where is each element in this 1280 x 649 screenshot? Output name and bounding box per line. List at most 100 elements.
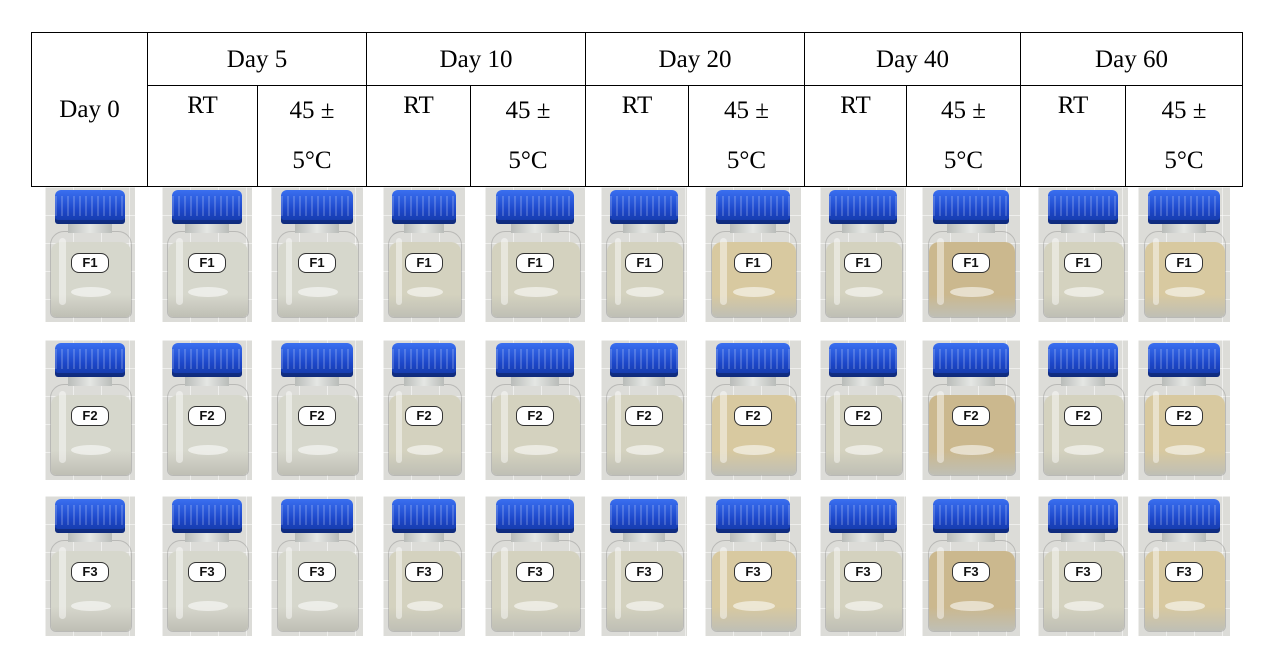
sample-label: F3: [952, 562, 990, 582]
bottle-body: [1043, 540, 1125, 632]
sample-label: F2: [625, 406, 663, 426]
blue-cap: [1047, 190, 1119, 224]
sample-label: F2: [405, 406, 443, 426]
bottle-photo: F2: [601, 340, 687, 480]
bottle-photo: F1: [383, 187, 465, 322]
bottle-body: [276, 540, 360, 632]
blue-cap: [1047, 499, 1119, 533]
bottle-body: [710, 384, 798, 476]
bottle-body: [606, 231, 684, 318]
blue-cap: [54, 190, 126, 224]
blue-cap: [932, 190, 1010, 224]
bottle-body: [491, 540, 581, 632]
sample-label: F3: [188, 562, 226, 582]
bottle-photo: F3: [271, 496, 363, 636]
bottle-photo: F3: [601, 496, 687, 636]
sample-label: F1: [188, 253, 226, 273]
bottle-photo: F2: [485, 340, 585, 480]
blue-cap: [610, 190, 678, 224]
bottle-photo: F1: [485, 187, 585, 322]
sample-label: F1: [405, 253, 443, 273]
bottle-photo: F2: [922, 340, 1020, 480]
sample-label: F3: [734, 562, 772, 582]
bottle-body: [927, 540, 1017, 632]
bottle-body: [927, 384, 1017, 476]
day-5-header: Day 5: [147, 32, 367, 86]
blue-cap: [1148, 343, 1220, 377]
bottle-body: [276, 231, 360, 318]
bottle-photo: F1: [1138, 187, 1230, 322]
blue-cap: [932, 343, 1010, 377]
stability-table-header: Day 0 Day 5 Day 10 Day 20 Day 40 Day 60 …: [31, 32, 1243, 187]
sample-label: F2: [516, 406, 554, 426]
sample-label: F2: [298, 406, 336, 426]
bottle-body: [606, 384, 684, 476]
sample-label: F2: [844, 406, 882, 426]
blue-cap: [392, 343, 456, 377]
bottle-photo: F2: [162, 340, 252, 480]
day-60-header: Day 60: [1020, 32, 1243, 86]
sample-label: F1: [298, 253, 336, 273]
sample-label: F1: [952, 253, 990, 273]
blue-cap: [610, 499, 678, 533]
bottle-photo: F1: [45, 187, 135, 322]
blue-cap: [496, 343, 574, 377]
blue-cap: [171, 499, 243, 533]
rt-cell: RT: [147, 85, 258, 187]
bottle-body: [1143, 384, 1227, 476]
bottle-body: [825, 384, 903, 476]
day-0-header: Day 0: [31, 32, 148, 187]
blue-cap: [171, 190, 243, 224]
bottle-photo: F1: [922, 187, 1020, 322]
sample-label: F1: [71, 253, 109, 273]
bottle-body: [276, 384, 360, 476]
sample-label: F1: [625, 253, 663, 273]
blue-cap: [829, 343, 897, 377]
bottle-photo: F2: [1138, 340, 1230, 480]
bottle-photo: F2: [383, 340, 465, 480]
sample-label: F3: [298, 562, 336, 582]
hot-cell: 45 ±5°C: [1125, 85, 1243, 187]
bottle-body: [387, 540, 463, 632]
bottle-body: [167, 231, 249, 318]
bottle-body: [1043, 384, 1125, 476]
hot-cell: 45 ±5°C: [470, 85, 586, 187]
bottle-photo: F3: [485, 496, 585, 636]
bottle-photo: F3: [1038, 496, 1128, 636]
bottle-photo: F3: [820, 496, 906, 636]
bottle-photo: F3: [1138, 496, 1230, 636]
blue-cap: [54, 343, 126, 377]
rt-cell: RT: [585, 85, 689, 187]
hot-cell: 45 ±5°C: [906, 85, 1021, 187]
sample-label: F2: [188, 406, 226, 426]
bottle-photo: F3: [383, 496, 465, 636]
blue-cap: [715, 499, 791, 533]
day-10-header: Day 10: [366, 32, 586, 86]
sample-label: F3: [405, 562, 443, 582]
bottle-photo: F2: [705, 340, 801, 480]
bottle-photo: F1: [601, 187, 687, 322]
sample-label: F3: [71, 562, 109, 582]
day-20-header: Day 20: [585, 32, 805, 86]
bottle-body: [167, 540, 249, 632]
bottle-photo: F1: [162, 187, 252, 322]
bottle-photo: F3: [705, 496, 801, 636]
bottle-photo: F2: [820, 340, 906, 480]
sample-label: F1: [1064, 253, 1102, 273]
blue-cap: [281, 343, 353, 377]
blue-cap: [392, 190, 456, 224]
bottle-photo: F3: [162, 496, 252, 636]
sample-label: F1: [734, 253, 772, 273]
bottle-body: [710, 540, 798, 632]
blue-cap: [829, 499, 897, 533]
bottle-body: [1143, 540, 1227, 632]
blue-cap: [54, 499, 126, 533]
sample-label: F3: [1165, 562, 1203, 582]
bottle-body: [50, 384, 132, 476]
rt-cell: RT: [366, 85, 471, 187]
blue-cap: [610, 343, 678, 377]
blue-cap: [496, 499, 574, 533]
bottle-photo: F2: [45, 340, 135, 480]
rt-cell: RT: [1020, 85, 1126, 187]
bottle-body: [491, 231, 581, 318]
